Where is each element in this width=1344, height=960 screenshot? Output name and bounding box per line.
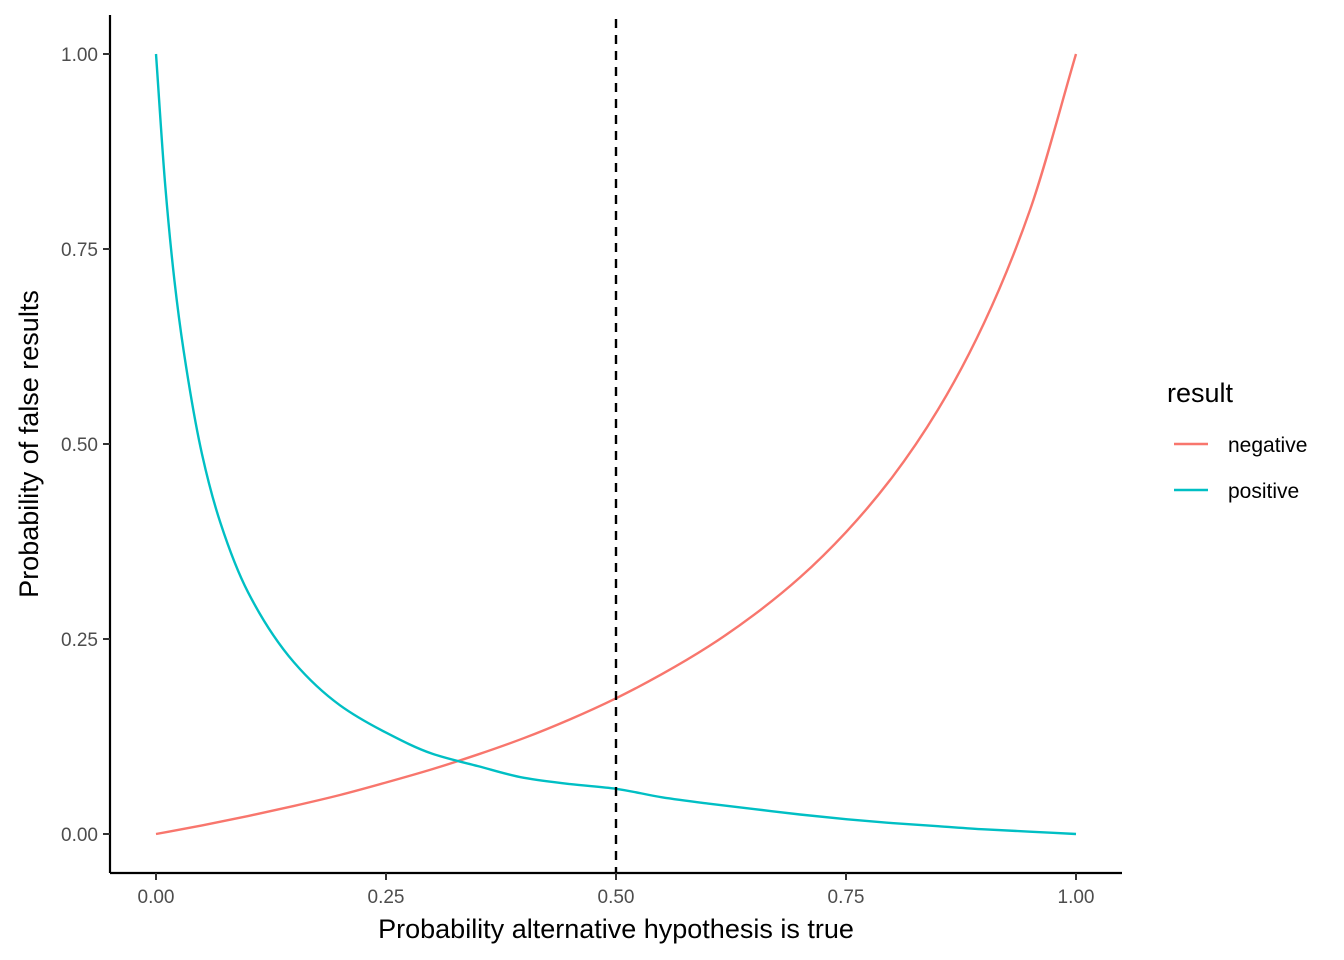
legend: result negative positive [1167,378,1307,503]
legend-items: negative positive [1174,434,1307,503]
y-axis-ticks: 0.00 0.25 0.50 0.75 1.00 [61,45,110,846]
x-tick-label: 0.50 [598,887,635,908]
x-tick-label: 1.00 [1058,887,1095,908]
y-tick-label: 1.00 [61,45,98,66]
y-axis-title: Probability of false results [14,290,44,598]
legend-label-positive: positive [1228,480,1299,503]
x-axis-title: Probability alternative hypothesis is tr… [378,914,854,944]
y-tick-label: 0.25 [61,630,98,651]
y-tick-label: 0.50 [61,435,98,456]
legend-label-negative: negative [1228,434,1307,457]
axes-layer: 0.00 0.25 0.50 0.75 1.00 0.00 0.25 0.50 0.75 1.0… [61,15,1122,908]
y-tick-label: 0.00 [61,825,98,846]
plot-lines [154,53,1078,836]
x-axis-ticks: 0.00 0.25 0.50 0.75 1.00 [138,873,1095,908]
x-tick-label: 0.00 [138,887,175,908]
x-tick-label: 0.25 [368,887,405,908]
legend-title: result [1167,378,1234,408]
series-line-negative [155,53,1078,836]
y-tick-label: 0.75 [61,240,98,261]
x-tick-label: 0.75 [828,887,865,908]
series-line-positive [154,53,1077,836]
